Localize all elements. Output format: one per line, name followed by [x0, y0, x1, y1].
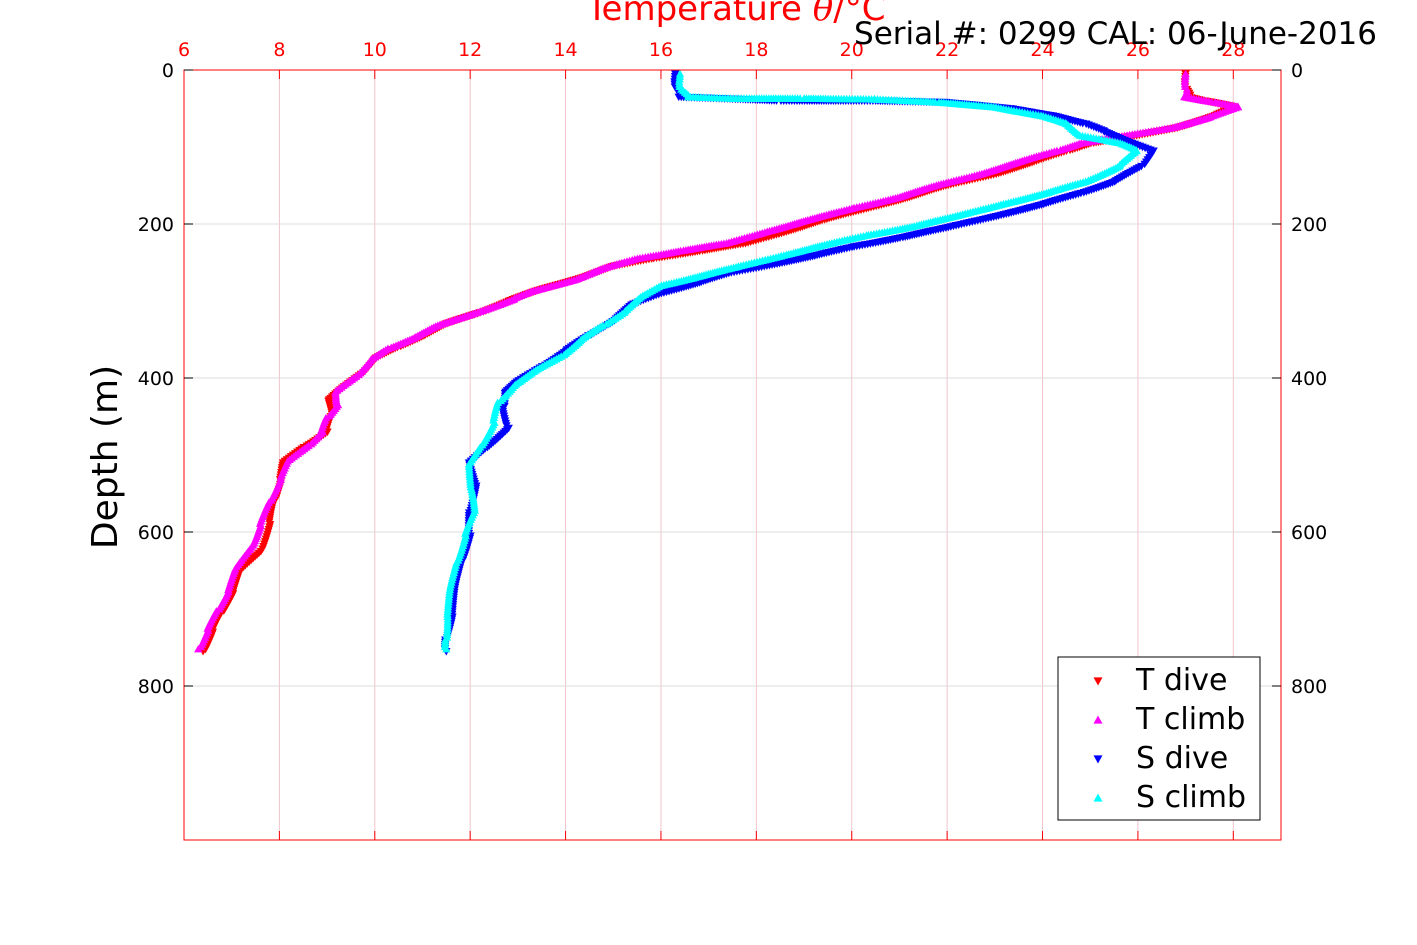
y-tick-label-left: 0 — [162, 60, 174, 82]
legend-label: S climb — [1136, 780, 1246, 815]
plot-frame — [183, 69, 1282, 841]
x-tick-label: 22 — [935, 39, 959, 61]
legend: T dive T climb S dive S climb — [1057, 656, 1261, 821]
x-tick-label: 8 — [273, 39, 285, 61]
y-tick-label-right: 400 — [1291, 368, 1327, 390]
chart-title-part: /°C — [833, 0, 885, 29]
x-tick-label: 14 — [553, 39, 577, 61]
axes: 6 8 10 12 14 16 18 20 22 24 26 28 0 0 200 200 400 400 600 6… — [138, 39, 1327, 841]
x-tick-label: 26 — [1126, 39, 1150, 61]
plot-data — [194, 69, 1243, 656]
y-tick-label-left: 600 — [138, 522, 174, 544]
x-tick-label: 18 — [744, 39, 768, 61]
y-axis-label: Depth (m) — [85, 365, 126, 549]
y-tick-label-right: 200 — [1291, 214, 1327, 236]
x-tick-label: 20 — [840, 39, 864, 61]
y-tick-label-left: 400 — [138, 368, 174, 390]
chart-title-part: Temperature — [586, 0, 813, 29]
data-point — [194, 644, 203, 653]
y-tick-label-left: 800 — [138, 676, 174, 698]
x-tick-label: 6 — [178, 39, 190, 61]
chart-title: Temperature θ/°C — [586, 0, 886, 29]
x-tick-label: 10 — [363, 39, 387, 61]
data-point — [442, 644, 451, 653]
y-tick-label-right: 600 — [1291, 522, 1327, 544]
y-tick-label-left: 200 — [138, 214, 174, 236]
legend-marker — [1093, 715, 1103, 724]
chart-title-part: θ — [813, 0, 833, 29]
x-tick-label: 28 — [1221, 39, 1245, 61]
legend-label: T climb — [1135, 702, 1245, 737]
legend-marker — [1093, 677, 1103, 686]
legend-marker — [1093, 793, 1103, 802]
x-tick-label: 12 — [458, 39, 482, 61]
legend-label: S dive — [1136, 741, 1228, 776]
chart-subtitle: Serial #: 0299 CAL: 06-June-2016 — [854, 16, 1377, 52]
series-t-climb — [194, 69, 1243, 653]
series-t-dive — [198, 70, 1238, 656]
legend-label: T dive — [1135, 663, 1227, 698]
y-tick-label-right: 0 — [1291, 60, 1303, 82]
legend-marker — [1093, 755, 1103, 764]
legend-box — [1057, 656, 1261, 821]
y-tick-label-right: 800 — [1291, 676, 1327, 698]
x-tick-label: 24 — [1030, 39, 1054, 61]
series-s-climb — [440, 69, 1141, 653]
x-tick-label: 16 — [649, 39, 673, 61]
